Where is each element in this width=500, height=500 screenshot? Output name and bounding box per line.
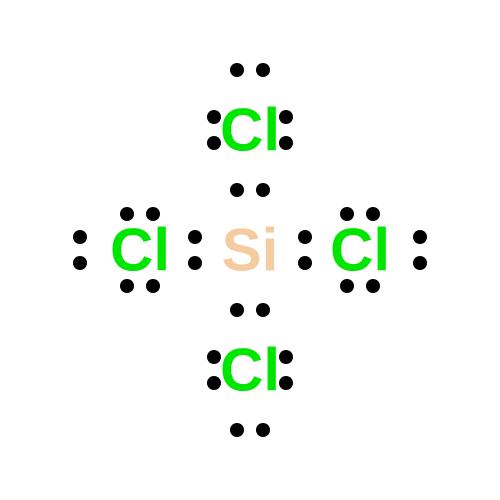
electron-dot bbox=[256, 423, 270, 437]
electron-dot bbox=[120, 279, 134, 293]
electron-dot bbox=[230, 423, 244, 437]
atom-Si: Si bbox=[222, 216, 279, 285]
atom-Cl-bottom: Cl bbox=[220, 336, 280, 405]
electron-dot bbox=[279, 136, 293, 150]
electron-dot bbox=[279, 376, 293, 390]
electron-dot bbox=[230, 303, 244, 317]
electron-dot bbox=[298, 230, 312, 244]
electron-dot bbox=[188, 230, 202, 244]
electron-dot bbox=[366, 207, 380, 221]
electron-dot bbox=[207, 110, 221, 124]
electron-dot bbox=[207, 136, 221, 150]
electron-dot bbox=[413, 256, 427, 270]
lewis-structure-diagram: Si Cl Cl Cl Cl bbox=[0, 0, 500, 500]
electron-dot bbox=[230, 183, 244, 197]
electron-dot bbox=[146, 207, 160, 221]
electron-dot bbox=[120, 207, 134, 221]
electron-dot bbox=[188, 256, 202, 270]
electron-dot bbox=[230, 63, 244, 77]
electron-dot bbox=[73, 230, 87, 244]
atom-Cl-right: Cl bbox=[330, 216, 390, 285]
electron-dot bbox=[340, 279, 354, 293]
electron-dot bbox=[207, 376, 221, 390]
electron-dot bbox=[298, 256, 312, 270]
electron-dot bbox=[207, 350, 221, 364]
electron-dot bbox=[256, 63, 270, 77]
electron-dot bbox=[279, 110, 293, 124]
electron-dot bbox=[366, 279, 380, 293]
electron-dot bbox=[146, 279, 160, 293]
electron-dot bbox=[340, 207, 354, 221]
atom-Cl-left: Cl bbox=[110, 216, 170, 285]
atom-Cl-top: Cl bbox=[220, 96, 280, 165]
electron-dot bbox=[73, 256, 87, 270]
electron-dot bbox=[413, 230, 427, 244]
electron-dot bbox=[256, 183, 270, 197]
electron-dot bbox=[256, 303, 270, 317]
electron-dot bbox=[279, 350, 293, 364]
